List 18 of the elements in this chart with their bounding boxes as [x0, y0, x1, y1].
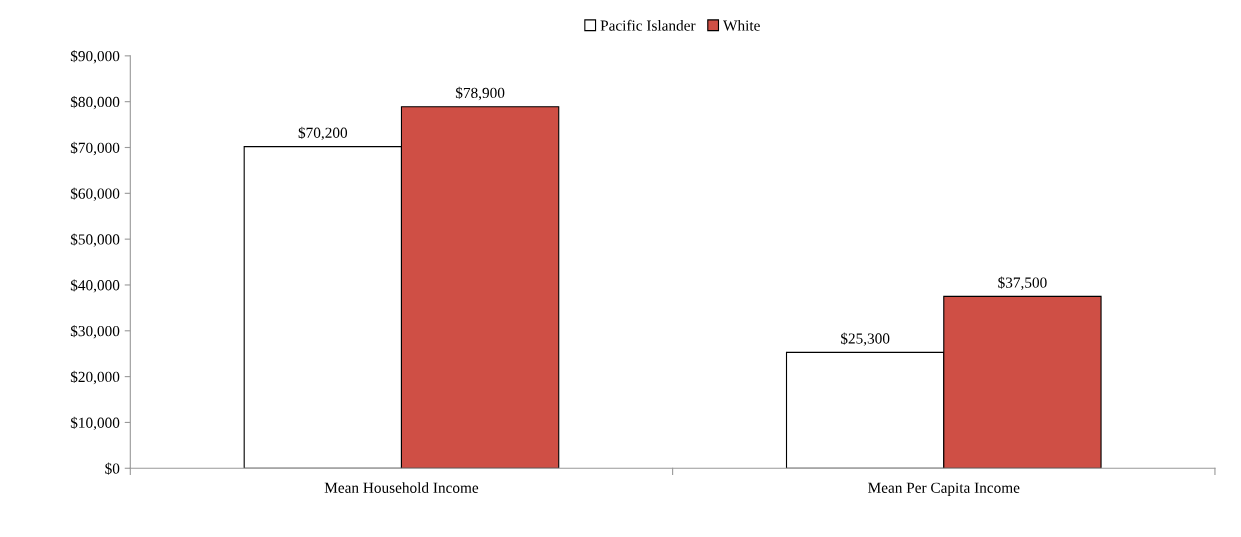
y-tick-label: $40,000: [70, 279, 120, 293]
y-tick-label: $10,000: [70, 416, 120, 431]
data-label: $25,300: [840, 332, 890, 346]
y-tick-label: $20,000: [70, 370, 120, 385]
y-tick-label: $0: [105, 462, 120, 475]
y-tick-label: $90,000: [70, 50, 120, 64]
data-label: $70,200: [298, 126, 348, 141]
x-tick-label: Mean Per Capita Income: [868, 482, 1020, 497]
legend-label: White: [723, 19, 760, 31]
y-tick-label: $50,000: [70, 233, 120, 247]
y-tick-label: $60,000: [70, 187, 120, 201]
y-tick-label: $30,000: [70, 325, 120, 339]
y-tick-label: $70,000: [70, 141, 120, 156]
y-tick-label: $80,000: [70, 95, 120, 110]
data-label: $78,900: [455, 86, 505, 101]
legend-label: Pacific Islander: [600, 19, 696, 31]
data-label: $37,500: [998, 276, 1047, 290]
x-tick-label: Mean Household Income: [324, 482, 479, 493]
